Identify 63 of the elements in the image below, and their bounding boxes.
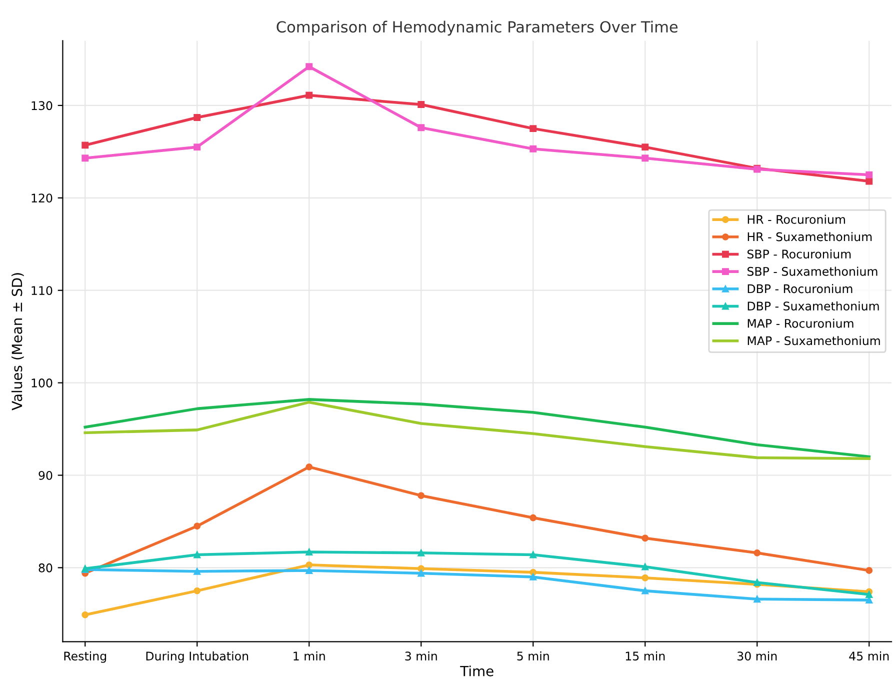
y-tick-label: 110	[32, 286, 52, 296]
point	[642, 144, 649, 151]
legend-label: MAP - Rocuronium	[748, 318, 854, 328]
x-tick-label: 15 min	[626, 651, 665, 661]
point	[82, 154, 89, 162]
point	[530, 568, 537, 576]
legend-label: MAP - Suxamethonium	[748, 336, 880, 346]
point	[82, 611, 89, 618]
point	[642, 587, 649, 594]
x-tick-label: Resting	[64, 651, 106, 663]
x-tick-label: 45 min	[849, 651, 889, 661]
point	[194, 522, 201, 530]
x-axis-title: Time	[460, 666, 494, 676]
point	[530, 125, 537, 132]
chart-title: Comparison of Hemodynamic Parameters Over Time	[276, 20, 678, 36]
point	[642, 534, 649, 542]
x-tick-label: 3 min	[405, 651, 437, 661]
point	[306, 63, 313, 70]
point	[306, 548, 313, 556]
point	[530, 514, 537, 522]
legend-label: DBP - Suxamethonium	[748, 301, 879, 311]
y-axis-title: Values (Mean ± SD)	[11, 273, 24, 410]
point	[530, 145, 537, 152]
point	[306, 92, 313, 99]
y-tick-label: 100	[32, 378, 52, 388]
x-tick-label: 30 min	[738, 651, 777, 661]
point	[866, 171, 873, 178]
point	[866, 566, 873, 574]
point	[754, 596, 761, 603]
point	[306, 561, 313, 568]
point	[306, 463, 313, 470]
point	[194, 114, 201, 121]
point	[418, 101, 425, 108]
y-tick-label: 130	[32, 101, 52, 110]
y-tick-label: 80	[38, 563, 52, 572]
point	[530, 573, 537, 580]
point	[642, 154, 649, 162]
y-tick-label: 90	[38, 470, 52, 480]
x-tick-label: 5 min	[517, 651, 549, 661]
point	[866, 178, 873, 185]
point	[530, 551, 537, 558]
legend-label: HR - Suxamethonium	[748, 232, 872, 242]
point	[194, 587, 201, 594]
legend-label: SBP - Rocuronium	[747, 249, 851, 259]
point	[194, 568, 201, 575]
legend-label: SBP - Suxamethonium	[747, 266, 878, 276]
point	[194, 144, 201, 151]
point	[418, 570, 425, 577]
point	[866, 591, 873, 598]
x-tick-label: 1 min	[294, 651, 325, 660]
point	[306, 566, 313, 574]
y-tick-label: 120	[32, 194, 52, 203]
legend-label: DBP - Rocuronium	[748, 284, 852, 294]
point	[418, 492, 425, 500]
point	[82, 142, 89, 149]
point	[642, 574, 649, 582]
point	[194, 551, 201, 558]
point	[754, 549, 761, 556]
legend-label: HR - Rocuronium	[748, 214, 845, 224]
point	[418, 549, 425, 556]
point	[418, 124, 425, 132]
x-tick-label: During Intubation	[146, 651, 248, 663]
point	[642, 563, 649, 570]
